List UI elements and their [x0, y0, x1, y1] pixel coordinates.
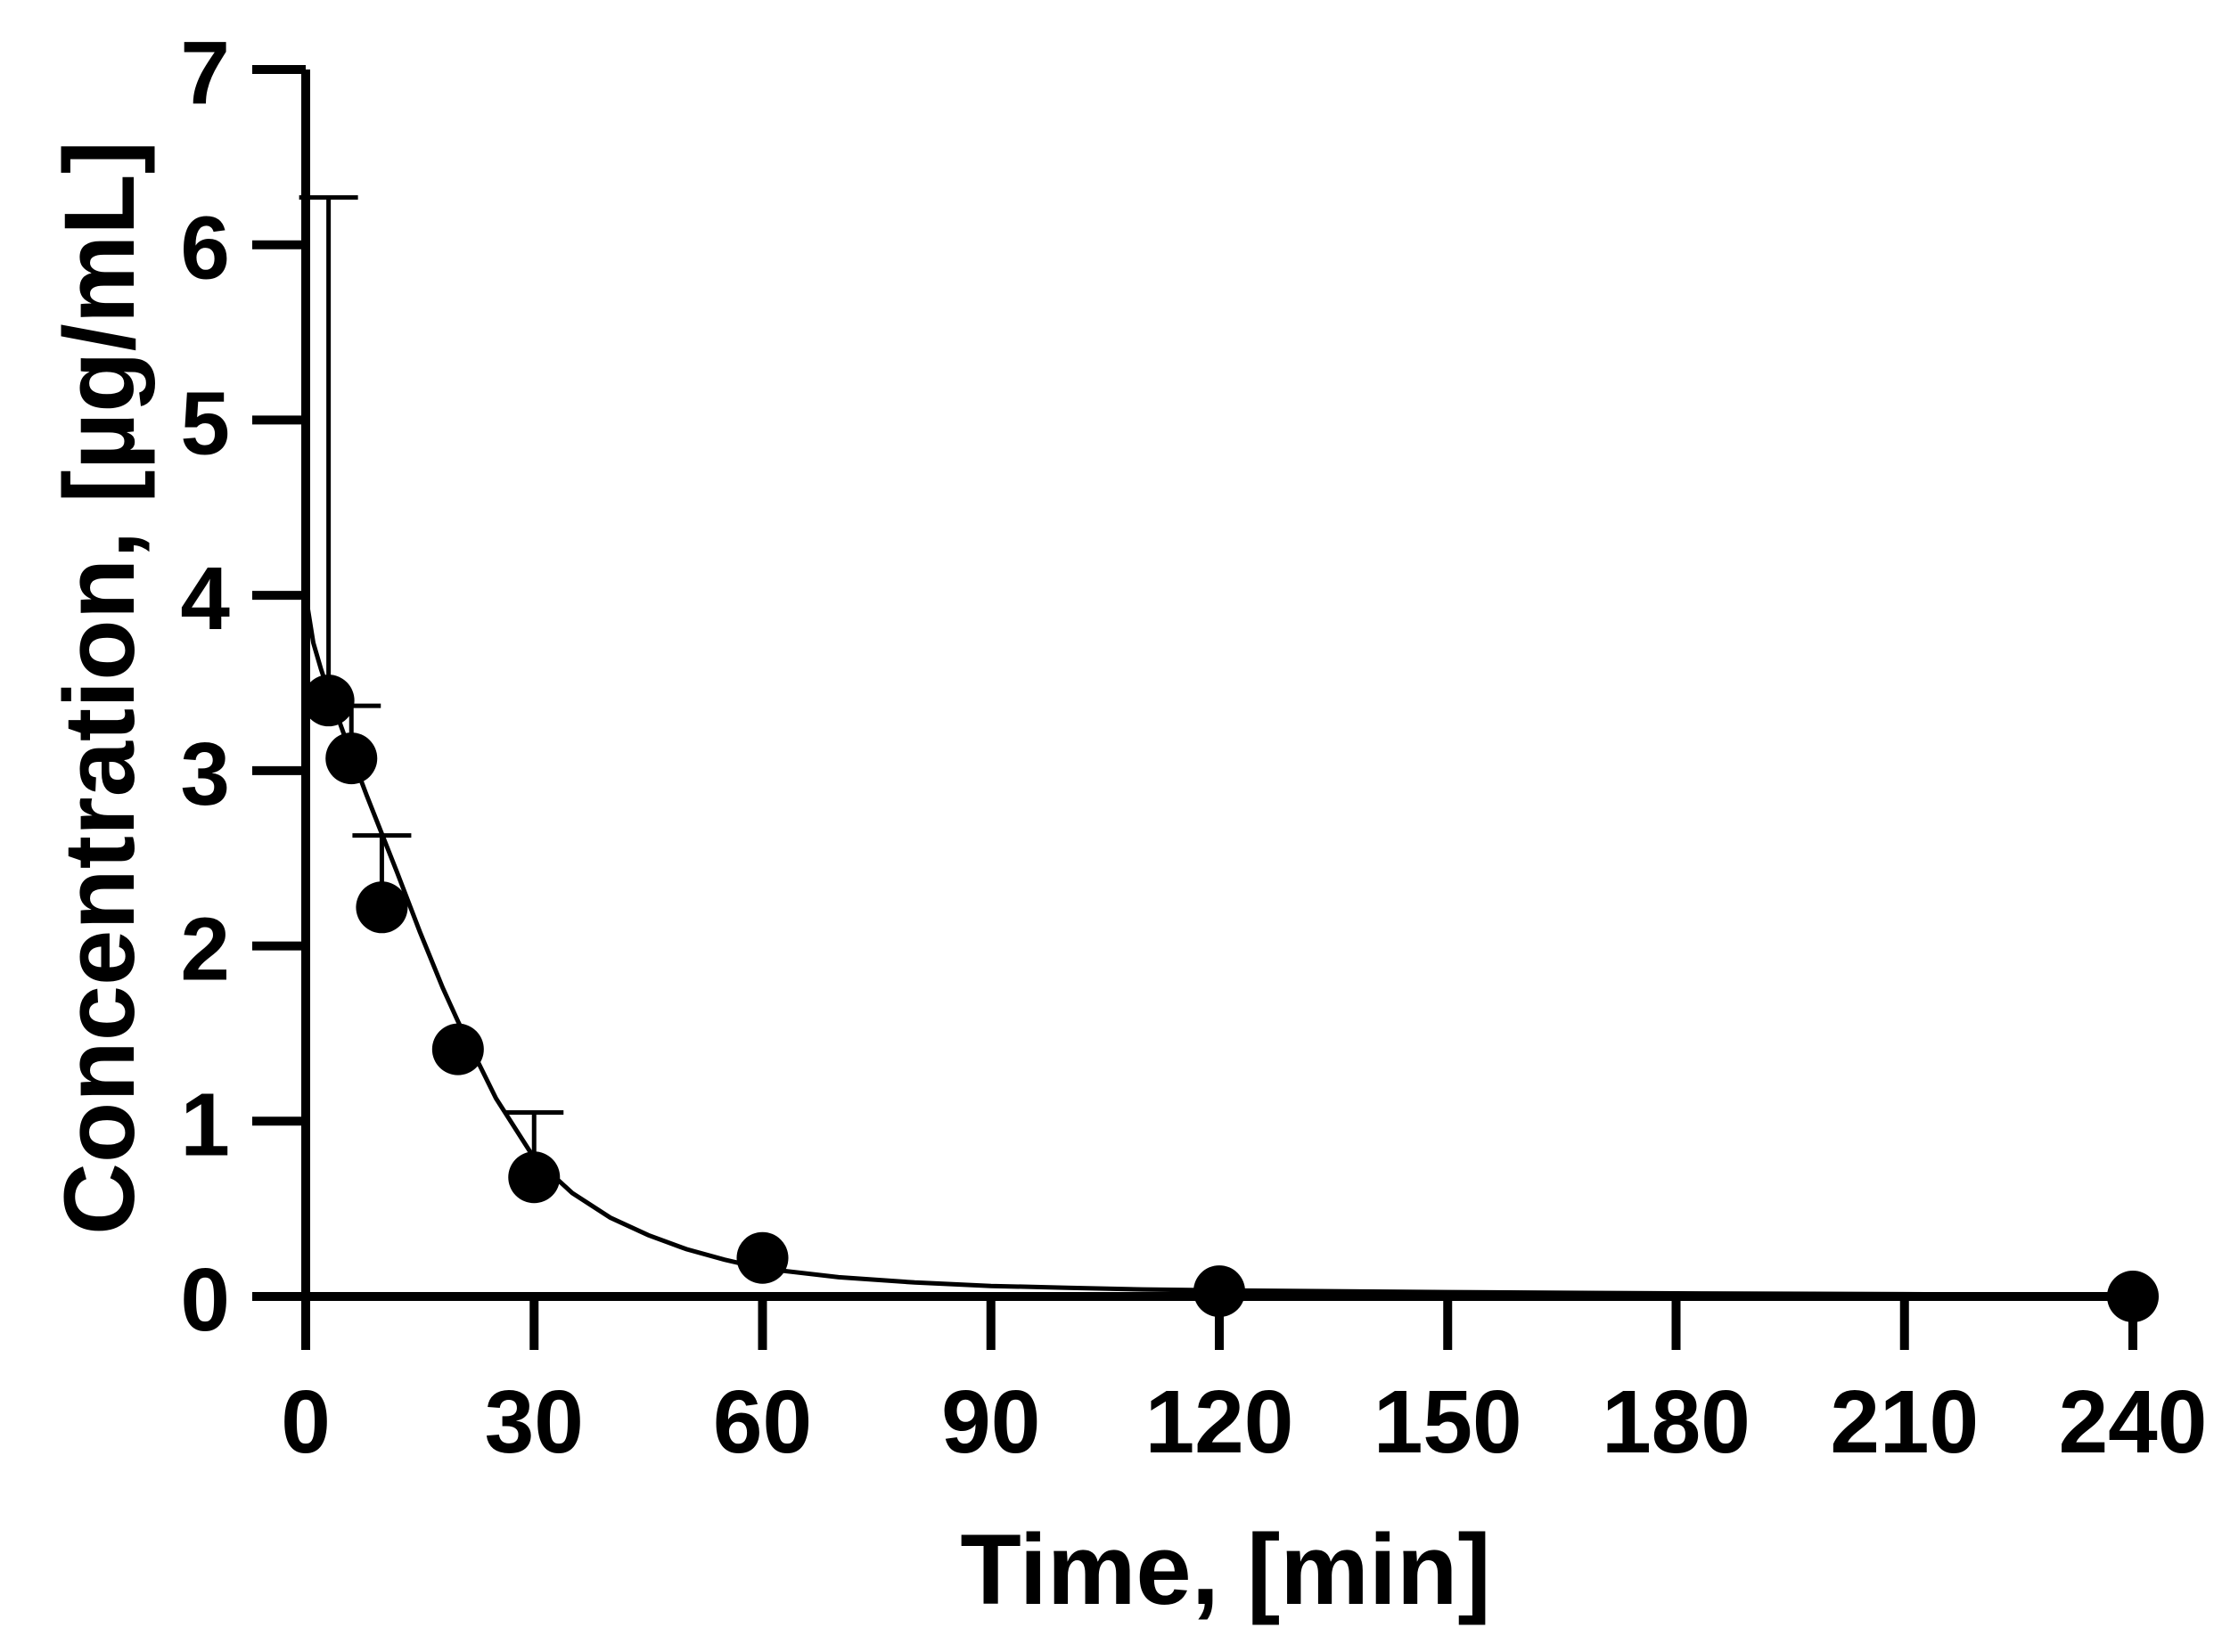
data-point: [356, 881, 408, 934]
x-tick-label: 180: [1602, 1372, 1751, 1472]
data-point: [1193, 1265, 1245, 1318]
data-points-layer: [302, 675, 2159, 1322]
data-point: [2107, 1271, 2159, 1322]
data-point: [302, 675, 355, 727]
y-tick-label: 5: [180, 373, 230, 473]
x-tick-label: 30: [485, 1372, 584, 1472]
data-point: [736, 1231, 789, 1284]
fit-curve-layer: [303, 594, 2134, 1297]
y-tick-label: 2: [180, 900, 230, 1000]
x-axis-title: Time, [min]: [960, 1514, 1490, 1625]
y-tick-label: 0: [180, 1250, 230, 1350]
data-point: [508, 1151, 561, 1204]
x-tick-label: 90: [941, 1372, 1040, 1472]
y-tick-label: 1: [180, 1075, 230, 1174]
x-tick-label: 0: [281, 1372, 331, 1472]
y-tick-label: 6: [180, 199, 230, 299]
x-tick-label: 210: [1830, 1372, 1979, 1472]
x-tick-label: 60: [713, 1372, 812, 1472]
x-tick-label: 240: [2059, 1372, 2208, 1472]
y-axis-title: Concentration, [µg/mL]: [44, 141, 155, 1235]
y-tick-label: 4: [180, 549, 230, 649]
x-tick-label: 120: [1145, 1372, 1294, 1472]
x-tick-label: 150: [1373, 1372, 1522, 1472]
fit-curve-line: [303, 594, 2134, 1297]
y-tick-label: 3: [180, 724, 230, 824]
data-point: [431, 1023, 484, 1075]
data-point: [325, 732, 378, 785]
y-tick-label: 7: [180, 23, 230, 123]
axes-layer: 0 1 2 3 4 5 6 7 0 30 60 90 120 150 180 210 240: [180, 23, 2207, 1472]
